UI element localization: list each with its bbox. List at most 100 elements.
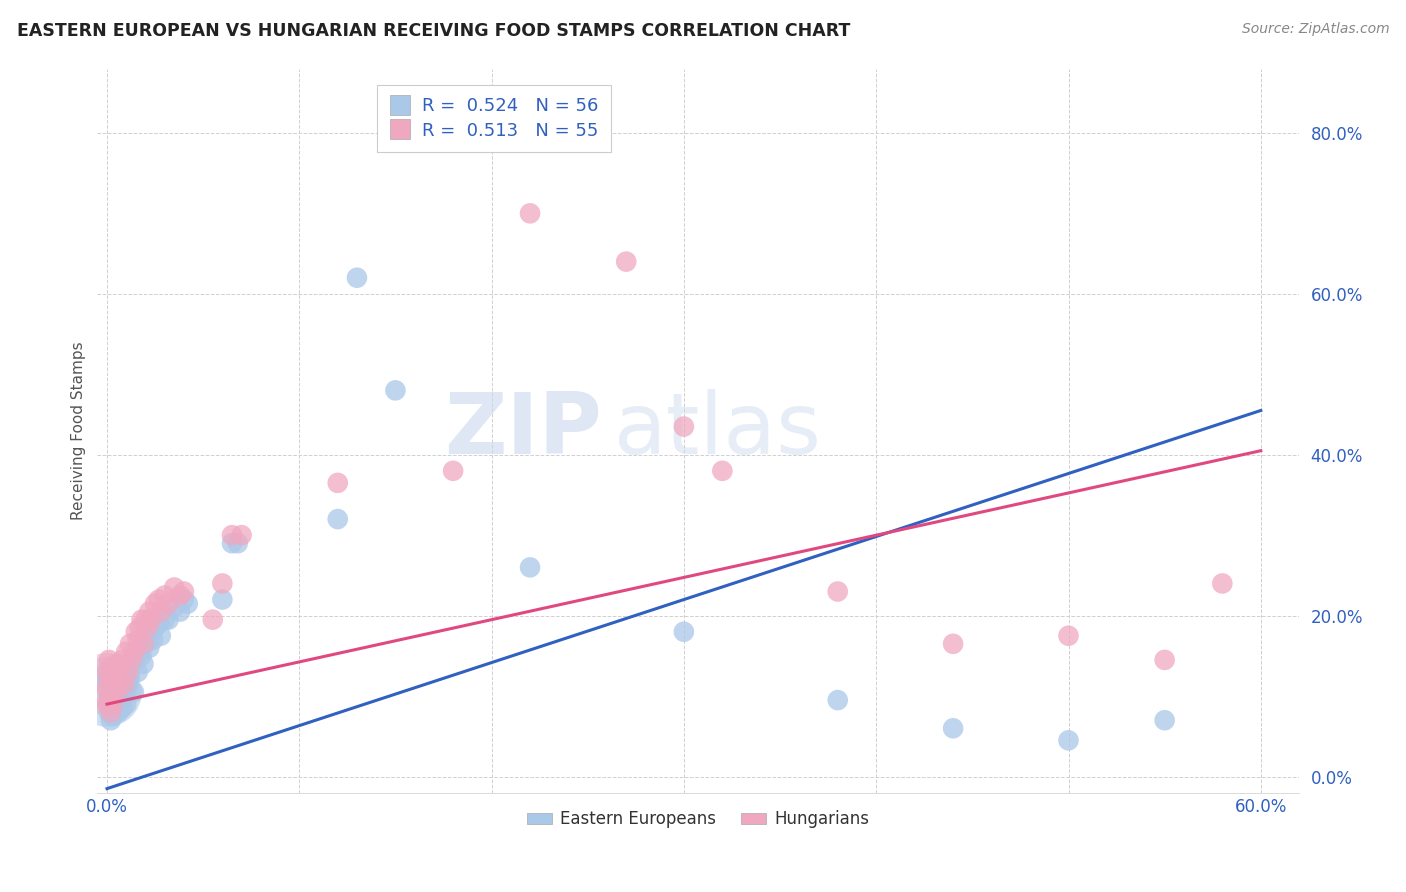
Point (100, 705, 122, 719)
Point (107, 705, 129, 719)
Point (173, 592, 195, 607)
Point (672, 419, 695, 434)
Point (231, 528, 253, 542)
Point (107, 665, 129, 679)
Point (142, 632, 165, 647)
Point (346, 270, 368, 285)
Point (138, 640, 160, 655)
Point (169, 589, 191, 603)
Point (153, 589, 176, 603)
Point (104, 689, 127, 703)
Point (132, 657, 155, 671)
Point (441, 464, 464, 478)
Point (97, 665, 120, 679)
Point (614, 254, 637, 268)
Point (141, 624, 163, 639)
Point (153, 613, 176, 627)
Point (201, 613, 224, 627)
Point (127, 632, 149, 647)
Point (827, 693, 849, 707)
Point (711, 464, 734, 478)
Point (101, 697, 124, 711)
Point (672, 624, 695, 639)
Point (519, 206, 541, 220)
Point (326, 475, 349, 490)
Point (169, 605, 191, 619)
Point (104, 701, 127, 715)
Point (105, 685, 128, 699)
Point (519, 560, 541, 574)
Point (143, 621, 166, 635)
Point (1057, 733, 1080, 747)
Point (211, 576, 233, 591)
Point (112, 677, 135, 691)
Point (101, 669, 124, 683)
Point (131, 648, 153, 663)
Point (100, 685, 122, 699)
Point (149, 605, 172, 619)
Point (141, 613, 163, 627)
Point (115, 645, 138, 659)
Point (221, 536, 243, 550)
Point (112, 689, 135, 703)
Point (107, 685, 129, 699)
Text: EASTERN EUROPEAN VS HUNGARIAN RECEIVING FOOD STAMPS CORRELATION CHART: EASTERN EUROPEAN VS HUNGARIAN RECEIVING … (17, 22, 851, 40)
Point (125, 653, 148, 667)
Point (115, 665, 138, 679)
Point (128, 645, 150, 659)
Point (143, 597, 166, 611)
Point (118, 637, 141, 651)
Point (100, 673, 122, 687)
Point (96, 681, 118, 695)
Text: ZIP: ZIP (444, 389, 602, 472)
Point (97, 653, 120, 667)
Point (110, 673, 132, 687)
Text: Source: ZipAtlas.com: Source: ZipAtlas.com (1241, 22, 1389, 37)
Point (163, 581, 186, 595)
Point (157, 613, 180, 627)
Point (100, 697, 122, 711)
Point (105, 657, 128, 671)
Point (111, 653, 134, 667)
Point (121, 653, 143, 667)
Point (827, 584, 849, 599)
Point (134, 613, 156, 627)
Point (118, 669, 141, 683)
Point (134, 637, 156, 651)
Point (211, 592, 233, 607)
Point (97, 705, 120, 719)
Point (148, 616, 170, 631)
Point (177, 597, 200, 611)
Point (326, 512, 349, 526)
Point (101, 681, 124, 695)
Point (96, 697, 118, 711)
Point (111, 673, 134, 687)
Point (127, 665, 149, 679)
Point (221, 528, 243, 542)
Point (226, 536, 249, 550)
Point (110, 693, 132, 707)
Point (136, 621, 159, 635)
Point (173, 584, 195, 599)
Point (122, 645, 145, 659)
Point (1153, 713, 1175, 727)
Point (138, 605, 160, 619)
Point (101, 709, 124, 723)
Point (149, 629, 172, 643)
Point (96, 673, 118, 687)
Point (96, 665, 118, 679)
Point (1153, 653, 1175, 667)
Point (100, 661, 122, 675)
Point (131, 613, 153, 627)
Point (125, 624, 148, 639)
Point (128, 621, 150, 635)
Point (105, 677, 128, 691)
Point (97, 673, 120, 687)
Point (115, 697, 138, 711)
Point (96, 685, 118, 699)
Text: atlas: atlas (614, 389, 823, 472)
Point (157, 597, 180, 611)
Point (942, 721, 965, 735)
Point (384, 384, 406, 398)
Point (1057, 629, 1080, 643)
